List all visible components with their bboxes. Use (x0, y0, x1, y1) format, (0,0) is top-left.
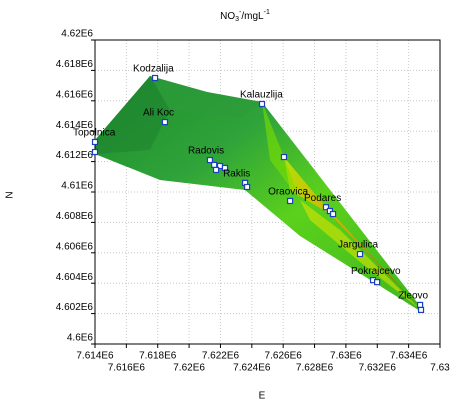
x-tick-label: 7.63E6 (330, 351, 362, 362)
y-tick-label: 4.6E6 (67, 333, 94, 344)
point (280, 153, 288, 161)
point (374, 279, 381, 286)
y-axis-label: N (5, 191, 16, 198)
point (206, 156, 214, 164)
x-tick-label: 7.616E6 (108, 363, 146, 374)
x-tick-label: 7.624E6 (233, 363, 271, 374)
station-label: Kalauzlija (240, 90, 283, 101)
x-tick-label: 7.614E6 (76, 351, 114, 362)
point (416, 301, 424, 309)
point (221, 164, 229, 172)
title-part: 3 (235, 16, 239, 23)
point (322, 204, 330, 211)
x-tick-label: 7.62E6 (173, 363, 205, 374)
x-tick-label: 7.626E6 (265, 351, 303, 362)
station-label: Oraovica (268, 187, 308, 198)
y-tick-label: 4.614E6 (56, 120, 94, 131)
point (417, 306, 425, 314)
chart-title: NO3-/mgL-1 (220, 9, 270, 23)
station-label: Kodzalija (133, 64, 174, 75)
title-part: NO (220, 11, 235, 22)
point (151, 74, 159, 82)
y-tick-label: 4.618E6 (56, 59, 94, 70)
station-label: Radovis (188, 146, 224, 157)
point (329, 210, 337, 218)
point (258, 100, 266, 108)
x-tick-label: 7.628E6 (296, 363, 334, 374)
station-label: Jargulica (338, 240, 378, 251)
title-part: /mgL (241, 11, 264, 22)
y-tick-label: 4.602E6 (56, 302, 94, 313)
point (212, 166, 220, 174)
x-tick-label: 7.634E6 (390, 351, 428, 362)
point (244, 183, 251, 191)
x-axis-label: E (259, 391, 266, 402)
x-tick-label: 7.632E6 (359, 363, 397, 374)
x-tick-label: 7.63 (430, 363, 450, 374)
y-tick-label: 4.606E6 (56, 241, 94, 252)
y-tick-label: 4.61E6 (61, 181, 93, 192)
y-tick-label: 4.612E6 (56, 150, 94, 161)
y-tick-label: 4.604E6 (56, 272, 94, 283)
station-label: Pokrajcevo (351, 266, 401, 277)
point (356, 250, 364, 258)
y-tick-label: 4.62E6 (61, 29, 93, 40)
title-part: -1 (264, 9, 270, 16)
title-part: - (239, 9, 242, 16)
y-tick-label: 4.608E6 (56, 211, 94, 222)
surface (95, 76, 420, 311)
station-label: Ali Koc (143, 108, 174, 119)
point (91, 138, 99, 146)
point (91, 148, 99, 156)
x-tick-label: 7.618E6 (139, 351, 177, 362)
point (286, 197, 294, 205)
point (161, 118, 169, 126)
station-label: Zleovo (398, 291, 428, 302)
y-tick-label: 4.616E6 (56, 89, 94, 100)
station-label: Podares (304, 193, 341, 204)
x-tick-label: 7.622E6 (202, 351, 240, 362)
point (211, 161, 218, 169)
station-label: Raklis (223, 169, 250, 180)
station-label: Topolnica (73, 128, 116, 139)
